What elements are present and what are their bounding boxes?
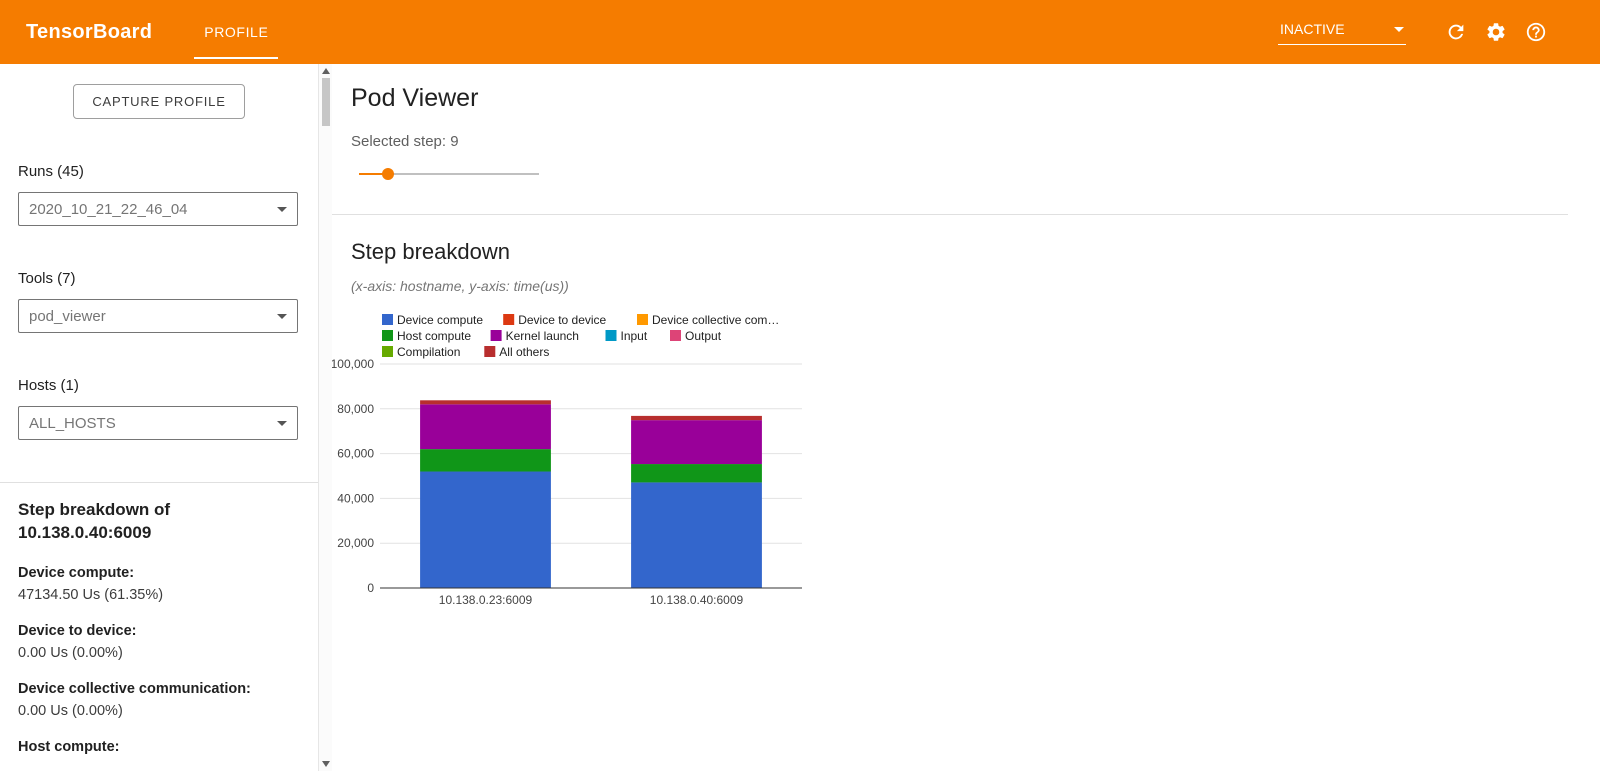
runs-selected-value: 2020_10_21_22_46_04 (29, 200, 188, 218)
page-title: Pod Viewer (351, 84, 479, 112)
chevron-down-icon (277, 206, 287, 212)
svg-text:60,000: 60,000 (337, 447, 374, 461)
page-body: CAPTURE PROFILE Runs (45) 2020_10_21_22_… (0, 64, 1600, 771)
svg-text:All others: All others (499, 345, 549, 359)
svg-text:Kernel launch: Kernel launch (506, 329, 579, 343)
svg-text:Input: Input (621, 329, 648, 343)
svg-text:100,000: 100,000 (332, 357, 374, 371)
stat-value: 0.00 Us (0.00%) (18, 644, 123, 661)
slider-track[interactable] (359, 173, 539, 175)
main-content: Pod Viewer Selected step: 9 Step breakdo… (332, 64, 1600, 771)
svg-text:80,000: 80,000 (337, 402, 374, 416)
tab-profile[interactable]: PROFILE (178, 0, 294, 64)
sidebar-scrollbar[interactable] (318, 64, 332, 771)
svg-text:Output: Output (685, 329, 722, 343)
stat-value: 0.00 Us (0.00%) (18, 702, 123, 719)
scrollbar-thumb[interactable] (321, 78, 330, 126)
slider-fill (359, 173, 388, 175)
svg-text:10.138.0.23:6009: 10.138.0.23:6009 (439, 593, 533, 607)
breakdown-heading: Step breakdown of 10.138.0.40:6009 (18, 500, 171, 542)
app-title: TensorBoard (26, 20, 153, 43)
svg-text:20,000: 20,000 (337, 536, 374, 550)
chevron-down-icon (277, 313, 287, 319)
stat-device-to-device: Device to device: 0.00 Us (0.00%) (18, 623, 300, 661)
app-header: TensorBoard PROFILE INACTIVE (0, 0, 1600, 64)
svg-text:10.138.0.40:6009: 10.138.0.40:6009 (650, 593, 744, 607)
runs-select[interactable]: 2020_10_21_22_46_04 (18, 192, 298, 226)
settings-gear-icon[interactable] (1484, 20, 1508, 44)
status-dropdown[interactable]: INACTIVE (1278, 19, 1406, 45)
hosts-field: Hosts (1) ALL_HOSTS (18, 377, 298, 440)
svg-text:0: 0 (367, 581, 374, 595)
step-breakdown-chart: Device compute Device to device Device col… (332, 308, 1600, 613)
stat-label: Device compute: (18, 564, 135, 581)
stat-host-compute: Host compute: (18, 739, 300, 755)
chevron-down-icon (277, 420, 287, 426)
hosts-selected-value: ALL_HOSTS (29, 414, 116, 432)
scroll-up-icon[interactable] (321, 68, 330, 74)
scroll-down-icon[interactable] (321, 761, 330, 767)
svg-text:Device collective com…: Device collective com… (652, 313, 779, 327)
slider-knob[interactable] (381, 168, 394, 180)
svg-text:Compilation: Compilation (397, 345, 460, 359)
sidebar-divider (0, 482, 318, 483)
section-title: Step breakdown (351, 239, 510, 264)
svg-text:Device to device: Device to device (518, 313, 606, 327)
chevron-down-icon (1394, 26, 1404, 32)
stat-device-compute: Device compute: 47134.50 Us (61.35%) (18, 565, 300, 603)
section-divider (332, 214, 1568, 215)
stat-label: Host compute: (18, 738, 120, 755)
runs-field: Runs (45) 2020_10_21_22_46_04 (18, 163, 298, 226)
step-slider[interactable] (359, 167, 539, 181)
svg-text:Device compute: Device compute (397, 313, 483, 327)
svg-text:Host compute: Host compute (397, 329, 471, 343)
top-nav: PROFILE (178, 0, 294, 64)
stat-label: Device to device: (18, 622, 137, 639)
help-icon[interactable] (1524, 20, 1548, 44)
capture-profile-button[interactable]: CAPTURE PROFILE (73, 84, 245, 119)
hosts-label: Hosts (1) (18, 377, 79, 394)
stat-value: 47134.50 Us (61.35%) (18, 586, 164, 603)
selected-step-label: Selected step: 9 (351, 133, 459, 150)
tools-select[interactable]: pod_viewer (18, 299, 298, 333)
stat-label: Device collective communication: (18, 680, 251, 697)
tools-field: Tools (7) pod_viewer (18, 270, 298, 333)
hosts-select[interactable]: ALL_HOSTS (18, 406, 298, 440)
refresh-icon[interactable] (1444, 20, 1468, 44)
runs-label: Runs (45) (18, 163, 84, 180)
tools-label: Tools (7) (18, 270, 76, 287)
tools-selected-value: pod_viewer (29, 307, 106, 325)
section-subtitle: (x-axis: hostname, y-axis: time(us)) (351, 278, 569, 294)
svg-text:40,000: 40,000 (337, 491, 374, 505)
header-actions: INACTIVE (1278, 0, 1600, 64)
status-label: INACTIVE (1280, 21, 1345, 37)
sidebar: CAPTURE PROFILE Runs (45) 2020_10_21_22_… (0, 64, 318, 771)
stat-device-collective: Device collective communication: 0.00 Us… (18, 681, 300, 719)
